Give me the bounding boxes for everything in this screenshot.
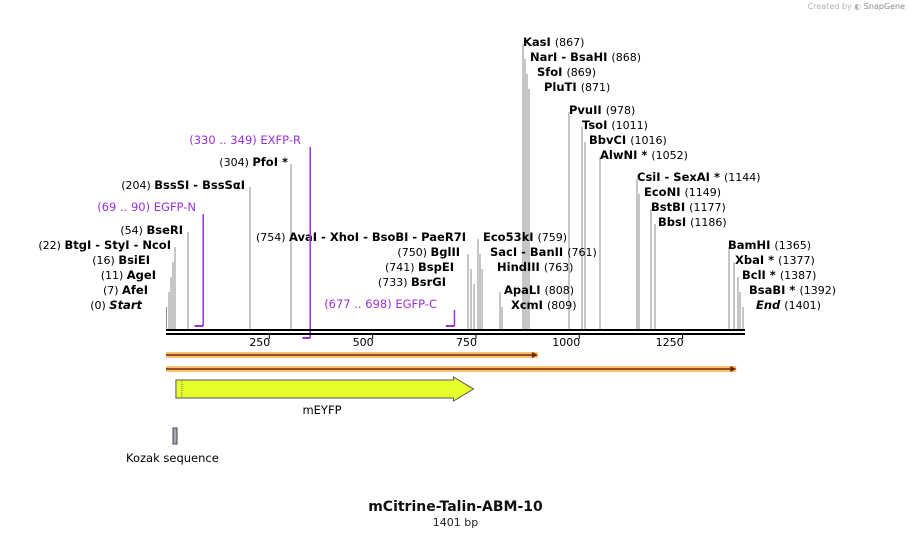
snapgene-logo-icon: ◐ xyxy=(854,2,862,11)
primer-egfp-c[interactable]: (677 .. 698) EGFP-C xyxy=(324,297,456,327)
site-label-bsssi-bsss-i[interactable]: (204) BssSI - BssSαI xyxy=(121,178,245,192)
site-label-btgi[interactable]: (22) BtgI - StyI - NcoI xyxy=(38,238,171,252)
site-label-bsabi[interactable]: BsaBI * (1392) xyxy=(749,283,836,297)
site-label-nari-bsahi[interactable]: NarI - BsaHI (868) xyxy=(530,50,641,64)
site-label-econi[interactable]: EcoNI (1149) xyxy=(644,185,721,199)
kozak-box-icon xyxy=(172,427,178,445)
site-label-bspei[interactable]: (741) BspEI xyxy=(385,260,454,274)
map-title: mCitrine-Talin-ABM-10 xyxy=(368,499,543,515)
site-label-eco53ki[interactable]: Eco53kI (759) xyxy=(483,230,567,244)
site-label-xbai[interactable]: XbaI * (1377) xyxy=(735,253,815,267)
site-label-start[interactable]: (0) Start xyxy=(90,298,142,312)
site-label-kasi[interactable]: KasI (867) xyxy=(523,35,584,49)
credit: Created by ◐ SnapGene xyxy=(808,2,905,11)
site-label-sfoi[interactable]: SfoI (869) xyxy=(537,65,596,79)
site-label-bstbi[interactable]: BstBI (1177) xyxy=(651,200,726,214)
ruler-label-1250: 1250 xyxy=(656,336,684,349)
ruler-label-250: 250 xyxy=(249,336,270,349)
orf-2[interactable] xyxy=(166,366,737,372)
feature-kozak-sequence[interactable]: Kozak sequence xyxy=(126,427,219,465)
ruler-label-500: 500 xyxy=(353,336,374,349)
orfs xyxy=(166,352,737,372)
credit-prefix: Created by xyxy=(807,2,852,11)
ruler-label-750: 750 xyxy=(456,336,477,349)
primer-label-exfp-r: (330 .. 349) EXFP-R xyxy=(189,133,301,147)
ruler: 250 500 750 1000 1250 xyxy=(249,334,684,349)
site-label-agei[interactable]: (11) AgeI xyxy=(101,268,156,282)
site-label-bamhi[interactable]: BamHI (1365) xyxy=(728,238,811,252)
site-label-pfoi[interactable]: (304) PfoI * xyxy=(219,155,288,169)
map-length: 1401 bp xyxy=(432,516,479,529)
site-label-bseri[interactable]: (54) BseRI xyxy=(120,223,183,237)
site-label-xcmi[interactable]: XcmI (809) xyxy=(511,298,577,312)
feature-meyfp[interactable]: mEYFP xyxy=(175,376,475,417)
site-leader-lines xyxy=(166,44,744,330)
site-label-bsiei[interactable]: (16) BsiEI xyxy=(92,253,150,267)
site-label-bbvci[interactable]: BbvCI (1016) xyxy=(589,133,667,147)
site-label-apali[interactable]: ApaLI (808) xyxy=(504,283,574,297)
site-label-end[interactable]: End (1401) xyxy=(756,298,821,312)
site-label-bbsi[interactable]: BbsI (1186) xyxy=(658,215,727,229)
site-label-bcli[interactable]: BclI * (1387) xyxy=(742,268,816,282)
orf-1[interactable] xyxy=(166,352,538,358)
primers: (69 .. 90) EGFP-N (330 .. 349) EXFP-R (677… xyxy=(97,133,456,339)
primer-label-egfp-n: (69 .. 90) EGFP-N xyxy=(97,200,196,214)
site-label-hindiii[interactable]: HindIII (763) xyxy=(497,260,573,274)
feature-label-kozak: Kozak sequence xyxy=(126,451,219,465)
feature-label-meyfp: mEYFP xyxy=(302,403,341,417)
dna-backbone xyxy=(166,329,745,335)
site-label-afei[interactable]: (7) AfeI xyxy=(103,283,148,297)
site-label-csii-sexai[interactable]: CsiI - SexAI * (1144) xyxy=(637,170,761,184)
features: mEYFP Kozak sequence xyxy=(126,376,475,465)
site-label-pvuii[interactable]: PvuII (978) xyxy=(569,103,635,117)
site-label-tsoi[interactable]: TsoI (1011) xyxy=(582,118,648,132)
site-label-saci-banii[interactable]: SacI - BanII (761) xyxy=(490,245,597,259)
primer-exfp-r[interactable]: (330 .. 349) EXFP-R xyxy=(189,133,311,339)
site-label-bsrgi[interactable]: (733) BsrGI xyxy=(378,275,446,289)
site-label-pluti[interactable]: PluTI (871) xyxy=(544,80,610,94)
ruler-label-1000: 1000 xyxy=(552,336,580,349)
site-label-bglii[interactable]: (750) BglII xyxy=(397,245,460,259)
site-label-alwni[interactable]: AlwNI * (1052) xyxy=(600,148,688,162)
meyfp-arrow-icon xyxy=(175,376,475,402)
site-label-avai[interactable]: (754) AvaI - XhoI - BsoBI - PaeR7I xyxy=(256,230,466,244)
primer-label-egfp-c: (677 .. 698) EGFP-C xyxy=(324,297,437,311)
site-labels: (0) Start(7) AfeI(11) AgeI(16) BsiEI(22)… xyxy=(38,35,836,312)
primer-egfp-n[interactable]: (69 .. 90) EGFP-N xyxy=(97,200,204,327)
credit-brand: SnapGene xyxy=(863,2,905,11)
